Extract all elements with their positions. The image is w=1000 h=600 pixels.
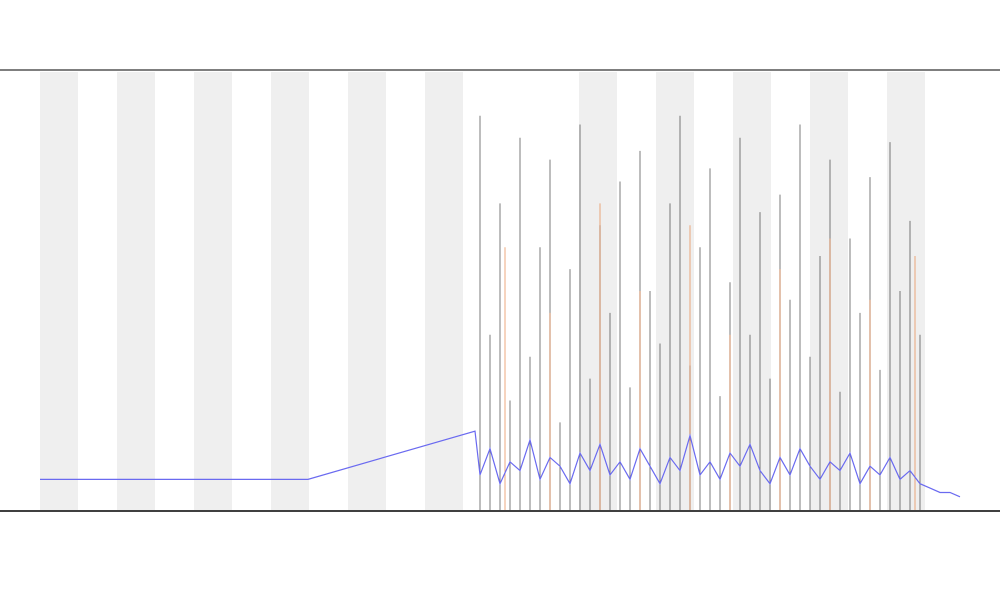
band — [40, 72, 78, 510]
band — [271, 72, 309, 510]
band — [348, 72, 386, 510]
series-line — [40, 430, 961, 498]
band — [887, 72, 925, 510]
band — [656, 72, 694, 510]
background-bands — [40, 72, 925, 510]
band — [579, 72, 617, 510]
band — [733, 72, 771, 510]
plot-marks — [40, 115, 961, 510]
band — [194, 72, 232, 510]
band — [117, 72, 155, 510]
band — [810, 72, 848, 510]
